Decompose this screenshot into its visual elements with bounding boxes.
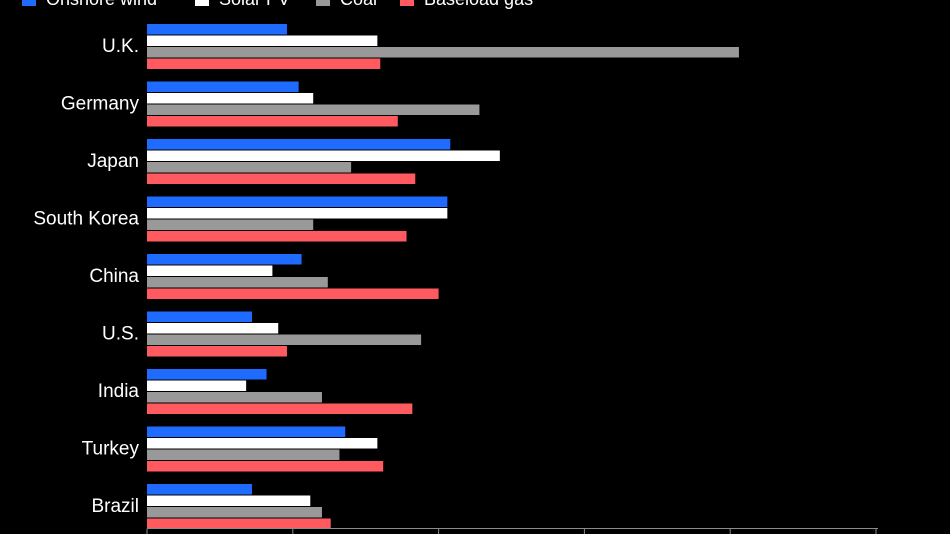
bar <box>147 334 422 345</box>
legend-swatch-3 <box>400 0 414 6</box>
chart-legend: Onshore wind Solar PV Coal Baseload gas <box>22 0 533 9</box>
bar <box>147 150 500 161</box>
bar <box>147 346 287 357</box>
bar <box>147 81 299 92</box>
bar <box>147 265 273 276</box>
bar <box>147 24 287 35</box>
bar <box>147 116 398 127</box>
legend-swatch-2 <box>316 0 330 6</box>
bar <box>147 495 311 506</box>
legend-label: Onshore wind <box>46 0 157 9</box>
legend-label: Coal <box>340 0 377 9</box>
bar <box>147 288 439 299</box>
category-label: India <box>98 381 140 402</box>
bar <box>147 104 480 115</box>
bar <box>147 518 331 529</box>
bar <box>147 47 739 58</box>
legend-swatch-1 <box>195 0 209 6</box>
bar <box>147 484 252 495</box>
bar <box>147 392 322 403</box>
bar <box>147 139 451 150</box>
bar <box>147 254 302 265</box>
bar <box>147 403 413 414</box>
bar <box>147 219 314 230</box>
bar <box>147 35 378 46</box>
bar <box>147 323 279 334</box>
legend-label: Baseload gas <box>424 0 533 9</box>
category-label: Germany <box>61 94 140 115</box>
category-labels: U.K. Germany Japan South Korea China U.S. Indi… <box>33 36 139 517</box>
bar <box>147 277 328 288</box>
bar <box>147 311 252 322</box>
bar <box>147 208 448 219</box>
category-label: Turkey <box>82 439 140 460</box>
category-label: U.K. <box>102 36 139 57</box>
legend-swatch-0 <box>22 0 36 6</box>
bar <box>147 369 267 380</box>
x-axis <box>146 528 878 534</box>
bar <box>147 93 314 104</box>
bar <box>147 162 352 173</box>
bar <box>147 449 340 460</box>
category-label: South Korea <box>33 209 139 230</box>
category-label: Japan <box>87 151 139 172</box>
bar <box>147 380 247 391</box>
bar <box>147 438 378 449</box>
bar <box>147 196 448 207</box>
category-label: U.S. <box>102 324 139 345</box>
bar <box>147 426 346 437</box>
bar <box>147 173 416 184</box>
bar <box>147 507 322 518</box>
bar <box>147 231 407 242</box>
category-label: China <box>89 266 139 287</box>
bar <box>147 58 381 69</box>
legend-label: Solar PV <box>219 0 290 9</box>
category-label: Brazil <box>91 496 139 517</box>
bar-group <box>147 24 739 529</box>
bar <box>147 461 384 472</box>
